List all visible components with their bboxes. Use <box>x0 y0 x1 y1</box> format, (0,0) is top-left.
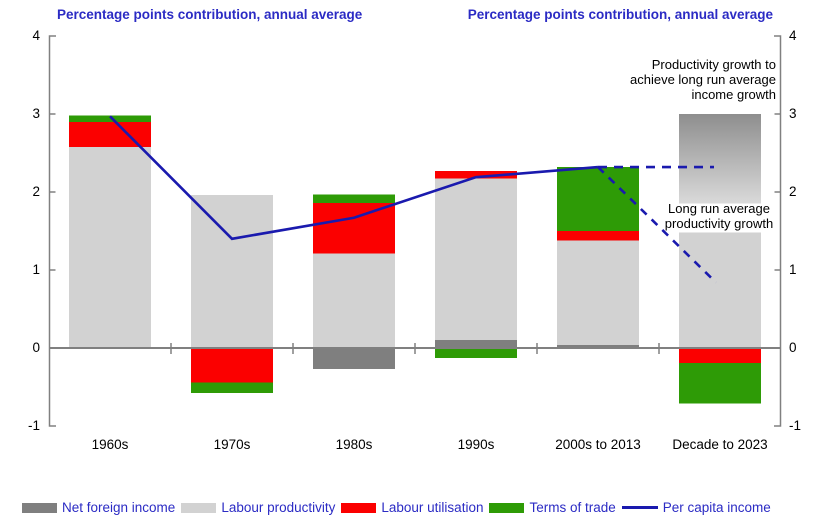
bar-segment <box>69 115 151 122</box>
y-axis-tick-label: -1 <box>27 418 40 433</box>
y-axis-tick-label: 1 <box>789 262 797 277</box>
bar-segment <box>557 167 639 231</box>
projection-decline-dashed-line <box>597 166 717 284</box>
chart-title-right: Percentage points contribution, annual a… <box>467 7 773 22</box>
legend-item: Labour productivity <box>181 500 335 515</box>
y-axis-tick-label: 1 <box>32 262 40 277</box>
annotation-needed-productivity: Productivity growth to achieve long run … <box>630 57 776 102</box>
legend-label: Labour productivity <box>221 500 336 515</box>
bar-segment <box>69 146 151 348</box>
legend-item: Per capita income <box>621 500 771 515</box>
legend-item: Labour utilisation <box>341 500 483 515</box>
legend-labour-productivity-swatch <box>181 502 217 513</box>
bar-segment <box>191 382 273 394</box>
bar-segment <box>191 348 273 383</box>
y-axis-tick-label: 3 <box>32 106 40 121</box>
bar-segment <box>313 194 395 203</box>
legend-item: Net foreign income <box>22 500 175 515</box>
legend: Net foreign income Labour productivity Lab… <box>0 500 836 515</box>
bar-segment <box>679 348 761 363</box>
y-axis-tick-label: 4 <box>32 28 40 43</box>
x-axis-label: 1990s <box>457 437 495 452</box>
bar-segment <box>557 344 639 348</box>
bar-segment <box>191 195 273 348</box>
bar-segment <box>69 121 151 147</box>
legend-label: Net foreign income <box>62 500 176 515</box>
bar-segment <box>435 340 517 348</box>
legend-labour-utilisation-swatch <box>341 502 377 513</box>
legend-terms-of-trade-swatch <box>489 502 525 513</box>
y-axis-tick-label: 3 <box>789 106 797 121</box>
y-axis-tick-label: 0 <box>32 340 40 355</box>
bar-segment <box>313 253 395 348</box>
legend-label: Per capita income <box>662 500 771 515</box>
bar-segment <box>679 362 761 404</box>
per-capita-income-line <box>109 115 599 241</box>
legend-item: Terms of trade <box>489 500 616 515</box>
legend-label: Terms of trade <box>529 500 616 515</box>
bar-segment <box>313 202 395 254</box>
x-axis-label: Decade to 2023 <box>672 437 768 452</box>
x-axis-label: 2000s to 2013 <box>555 437 641 452</box>
x-axis-label: 1980s <box>335 437 373 452</box>
legend-per-capita-income-swatch <box>621 506 658 509</box>
legend-net-foreign-income-swatch <box>22 502 57 513</box>
y-axis-tick-label: -1 <box>789 418 802 433</box>
x-axis-label: 1960s <box>91 437 129 452</box>
annotation-longrun-productivity: Long run average productivity growth <box>664 201 774 231</box>
y-axis-tick-label: 2 <box>32 184 40 199</box>
bar-segment <box>435 170 517 179</box>
bar-segment <box>557 231 639 241</box>
legend-label: Labour utilisation <box>381 500 484 515</box>
bar-segment <box>557 240 639 345</box>
bar-segment <box>435 348 517 359</box>
longrun-productivity-bar <box>679 232 761 348</box>
chart-title-left: Percentage points contribution, annual a… <box>57 7 363 22</box>
left-axis <box>48 35 56 427</box>
right-axis <box>774 35 782 427</box>
y-axis-tick-label: 4 <box>789 28 797 43</box>
y-axis-tick-label: 0 <box>789 340 797 355</box>
y-axis-tick-label: 2 <box>789 184 797 199</box>
bar-segment <box>313 348 395 370</box>
x-axis-label: 1970s <box>213 437 251 452</box>
bar-segment <box>435 178 517 341</box>
needed-productivity-bar <box>679 114 761 204</box>
